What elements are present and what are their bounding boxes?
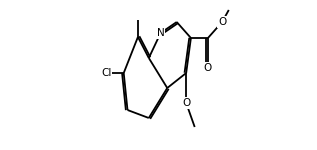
Text: Cl: Cl <box>101 68 111 78</box>
Text: O: O <box>204 63 212 73</box>
Text: O: O <box>218 17 226 27</box>
Text: O: O <box>182 98 190 108</box>
Text: N: N <box>157 28 165 38</box>
